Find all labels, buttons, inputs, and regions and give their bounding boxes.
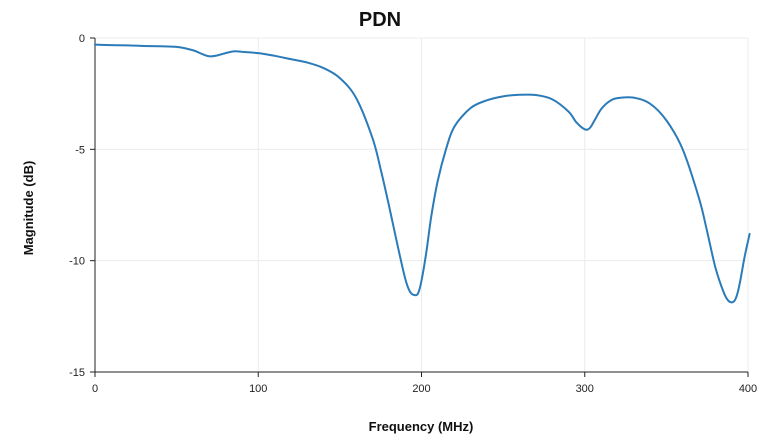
y-tick-label: -15 <box>69 367 85 379</box>
x-tick-label: 100 <box>249 383 267 395</box>
y-axis-title: Magnitude (dB) <box>21 161 36 256</box>
x-axis-ticks: 0 100 200 300 400 <box>92 372 757 395</box>
y-tick-label: -10 <box>69 256 85 268</box>
series-line <box>94 43 751 304</box>
y-axis-ticks: 0 -5 -10 -15 <box>69 33 95 379</box>
y-tick-label: -5 <box>75 144 85 156</box>
x-tick-label: 200 <box>412 383 430 395</box>
y-tick-label: 0 <box>79 33 85 45</box>
chart-title: PDN <box>359 9 401 31</box>
x-tick-label: 300 <box>576 383 594 395</box>
x-tick-label: 0 <box>92 383 98 395</box>
x-axis-title: Frequency (MHz) <box>369 419 474 434</box>
series-layer <box>94 43 751 304</box>
x-tick-label: 400 <box>739 383 757 395</box>
